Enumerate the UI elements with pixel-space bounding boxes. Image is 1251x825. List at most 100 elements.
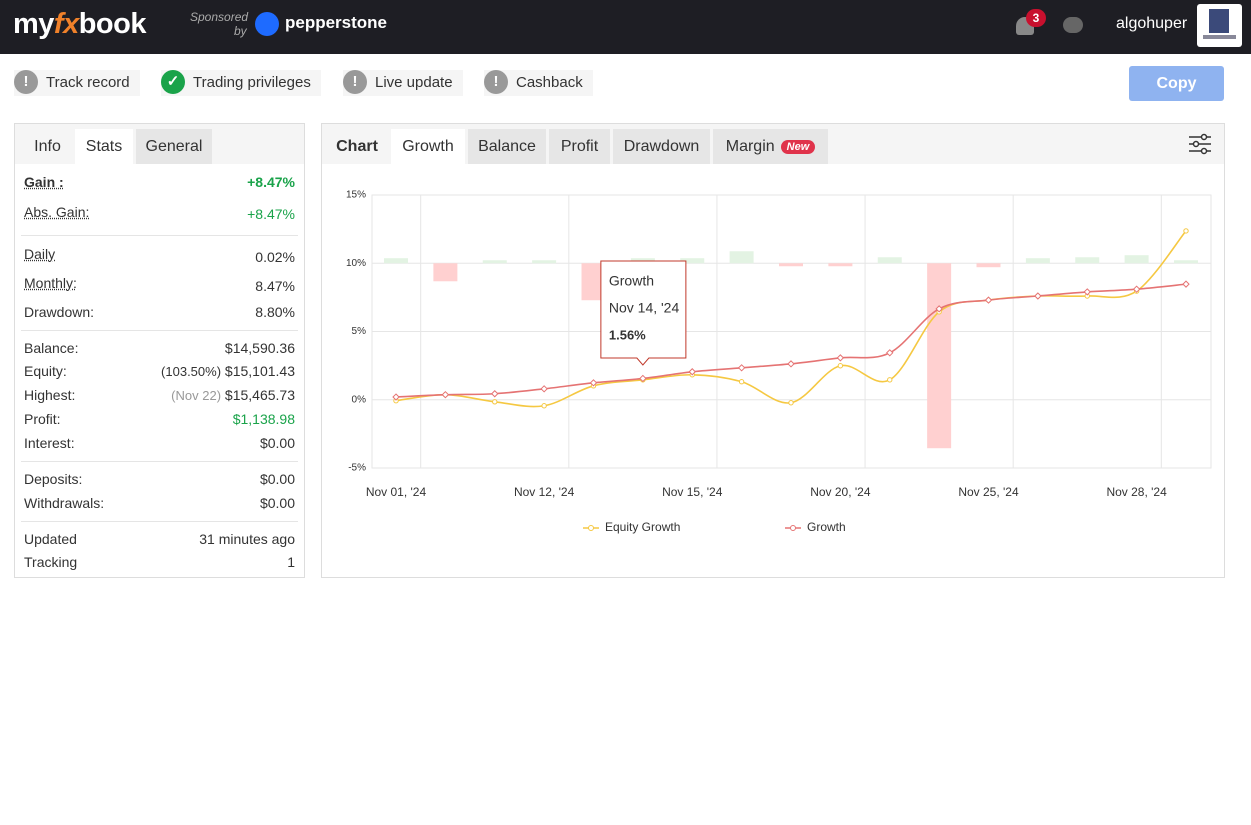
tooltip xyxy=(600,260,687,366)
stats-panel: Info Stats General Gain : +8.47% Abs. Gai… xyxy=(14,123,305,578)
status: ! Track record xyxy=(14,70,140,96)
status: ! Cashback xyxy=(484,70,593,96)
tab[interactable]: General xyxy=(136,129,212,164)
sponsor[interactable]: pepperstone xyxy=(285,13,388,32)
stat-row: Daily 0.02% xyxy=(24,246,295,265)
point xyxy=(887,377,893,383)
legend-swatch xyxy=(790,525,796,531)
bar xyxy=(1124,255,1149,264)
tabs: Chart Growth Balance Profit Drawdown Mar… xyxy=(322,124,1224,164)
bar xyxy=(680,258,705,264)
tab[interactable]: Info xyxy=(20,129,75,164)
stat-row: Drawdown: 8.80% xyxy=(24,304,295,320)
tab[interactable]: Profit xyxy=(549,129,610,164)
avatar[interactable] xyxy=(1197,4,1242,47)
point xyxy=(688,368,696,376)
x-tick-label: Nov 28, '24 xyxy=(1106,485,1167,499)
tooltip-series: Growth xyxy=(609,273,654,289)
stat-row: Deposits: $0.00 xyxy=(24,471,295,487)
legend-swatch xyxy=(588,525,594,531)
point xyxy=(935,305,943,313)
username[interactable]: algohuper xyxy=(1116,15,1188,32)
copy-button[interactable]: Copy xyxy=(1129,66,1224,101)
sponsor-icon xyxy=(255,12,279,36)
point xyxy=(441,390,450,399)
point xyxy=(1083,288,1091,296)
stat-row: Interest: $0.00 xyxy=(24,435,295,451)
point xyxy=(589,379,598,387)
tooltip-value: 1.56% xyxy=(609,327,646,342)
point xyxy=(492,399,498,405)
point xyxy=(639,374,647,383)
settings[interactable] xyxy=(1188,132,1212,156)
stat-row: Tracking 1 xyxy=(24,554,295,570)
stat-row: Abs. Gain: +8.47% xyxy=(24,204,295,222)
sponsored: Sponsored by xyxy=(190,10,249,38)
x-tick-label: Nov 20, '24 xyxy=(810,485,871,499)
tabs: Info Stats General xyxy=(15,124,304,164)
point xyxy=(1182,280,1190,288)
y-tick-label: -5% xyxy=(348,463,366,474)
bar xyxy=(877,257,902,264)
y-tick-label: 5% xyxy=(352,326,367,337)
tab[interactable]: Balance xyxy=(468,129,546,164)
stat-row: Highest: (Nov 22) $15,465.73 xyxy=(24,387,295,403)
messages[interactable] xyxy=(1063,17,1083,33)
chart: -5% 0% 5% 10% 15% Nov 01, '24 Nov 12, '24 Nov 1… xyxy=(346,190,1212,534)
point xyxy=(836,354,845,362)
x-tick-label: Nov 01, '24 xyxy=(366,485,427,499)
stat-row: Gain : +8.47% xyxy=(24,174,295,190)
stat-row: Equity: (103.50%) $15,101.43 xyxy=(24,363,295,379)
bar xyxy=(1174,260,1198,264)
tab[interactable]: Chart xyxy=(327,129,387,164)
tab[interactable]: Margin New xyxy=(713,129,828,164)
y-tick-label: 0% xyxy=(352,394,367,405)
point xyxy=(787,360,795,368)
point xyxy=(738,379,745,385)
x-tick-label: Nov 12, '24 xyxy=(514,485,575,499)
chart-panel: Chart Growth Balance Profit Drawdown Mar… xyxy=(321,123,1225,578)
bar xyxy=(532,260,557,264)
point xyxy=(1034,292,1042,300)
point xyxy=(392,393,400,401)
line xyxy=(395,283,1187,398)
bar xyxy=(976,263,1001,268)
logo[interactable]: myfxbook xyxy=(13,8,147,40)
bar xyxy=(828,263,853,267)
tooltip-date: Nov 14, '24 xyxy=(609,300,680,316)
stat-row: Profit: $1,138.98 xyxy=(24,411,295,427)
point xyxy=(737,364,746,372)
point xyxy=(1183,228,1189,234)
point xyxy=(491,390,499,398)
point xyxy=(540,385,548,393)
point xyxy=(788,400,794,406)
line xyxy=(395,230,1187,408)
top-bar: myfxbook Sponsored by pepperstone 3 algoh… xyxy=(0,0,1251,54)
bar xyxy=(779,263,803,267)
stat-row: Withdrawals: $0.00 xyxy=(24,495,295,511)
bar xyxy=(927,263,952,449)
bar xyxy=(729,251,754,264)
bar xyxy=(482,260,507,264)
bar xyxy=(1025,258,1050,264)
point xyxy=(837,363,844,369)
status: ✓ Trading privileges xyxy=(161,70,321,96)
stat-row: Monthly: 8.47% xyxy=(24,275,295,294)
point xyxy=(984,296,993,304)
tab[interactable]: Drawdown xyxy=(613,129,710,164)
point xyxy=(1132,285,1141,293)
tab[interactable]: Stats xyxy=(75,129,133,164)
status: ! Live update xyxy=(343,70,463,96)
bar xyxy=(1075,257,1100,264)
bar xyxy=(384,258,408,264)
bar xyxy=(433,263,458,282)
tab[interactable]: Growth xyxy=(391,129,465,164)
notification-count: 3 xyxy=(1026,9,1046,27)
stat-row: Updated 31 minutes ago xyxy=(24,531,295,547)
x-tick-label: Nov 25, '24 xyxy=(958,485,1019,499)
y-tick-label: 10% xyxy=(346,258,366,269)
legend-label: Equity Growth xyxy=(605,520,680,534)
x-tick-label: Nov 15, '24 xyxy=(662,485,723,499)
y-tick-label: 15% xyxy=(346,190,366,201)
